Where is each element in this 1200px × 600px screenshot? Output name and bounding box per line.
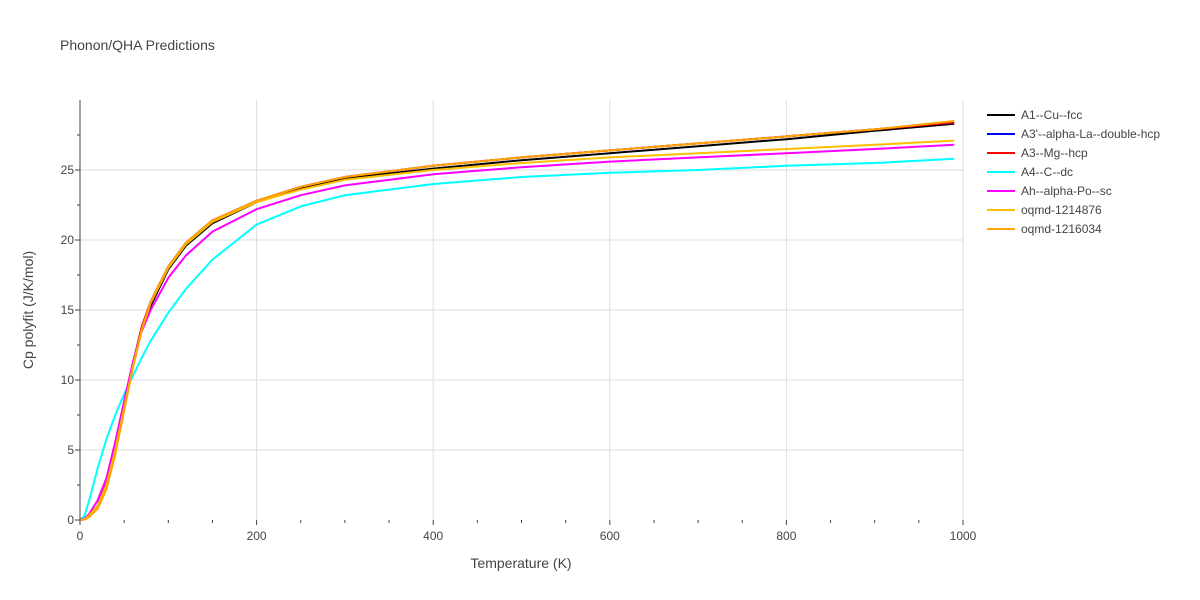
series-line-4 <box>79 157 955 521</box>
legend-item[interactable]: A1--Cu--fcc <box>987 108 1082 122</box>
series-line-3 <box>79 121 955 521</box>
series-line-7 <box>79 120 955 521</box>
chart-title: Phonon/QHA Predictions <box>60 37 215 53</box>
legend-item[interactable]: A3--Mg--hcp <box>987 146 1088 160</box>
y-ticks: 0 5 10 15 20 25 <box>61 134 80 527</box>
x-tick-label: 1000 <box>950 529 977 543</box>
x-tick-label: 400 <box>423 529 443 543</box>
legend-label: A3'--alpha-La--double-hcp <box>1021 127 1160 141</box>
y-tick-label: 15 <box>61 303 75 317</box>
series-line-1 <box>79 122 955 521</box>
legend-label: A1--Cu--fcc <box>1021 108 1082 122</box>
y-tick-label: 5 <box>67 443 74 457</box>
x-tick-label: 600 <box>600 529 620 543</box>
legend-label: A3--Mg--hcp <box>1021 146 1088 160</box>
x-tick-label: 200 <box>247 529 267 543</box>
y-tick-label: 20 <box>61 233 75 247</box>
legend-item[interactable]: oqmd-1214876 <box>987 203 1102 217</box>
series-line-2 <box>79 121 955 521</box>
series-line-5 <box>79 143 955 521</box>
legend-label: oqmd-1216034 <box>1021 222 1102 236</box>
legend-item[interactable]: oqmd-1216034 <box>987 222 1102 236</box>
plot-area <box>79 120 955 521</box>
grid <box>80 100 964 520</box>
legend-label: Ah--alpha-Po--sc <box>1021 184 1112 198</box>
y-tick-label: 0 <box>67 513 74 527</box>
y-tick-label: 25 <box>61 163 75 177</box>
y-axis-title: Cp polyfit (J/K/mol) <box>20 251 36 369</box>
legend-label: oqmd-1214876 <box>1021 203 1102 217</box>
x-ticks: 0 200 400 600 800 1000 <box>77 520 977 543</box>
y-tick-label: 10 <box>61 373 75 387</box>
legend-item[interactable]: Ah--alpha-Po--sc <box>987 184 1112 198</box>
x-tick-label: 800 <box>776 529 796 543</box>
legend[interactable]: A1--Cu--fcc A3'--alpha-La--double-hcp A3--… <box>987 108 1160 236</box>
legend-label: A4--C--dc <box>1021 165 1073 179</box>
x-axis-title: Temperature (K) <box>470 555 571 571</box>
legend-item[interactable]: A4--C--dc <box>987 165 1073 179</box>
x-tick-label: 0 <box>77 529 84 543</box>
legend-item[interactable]: A3'--alpha-La--double-hcp <box>987 127 1160 141</box>
series-line-6 <box>79 139 955 521</box>
